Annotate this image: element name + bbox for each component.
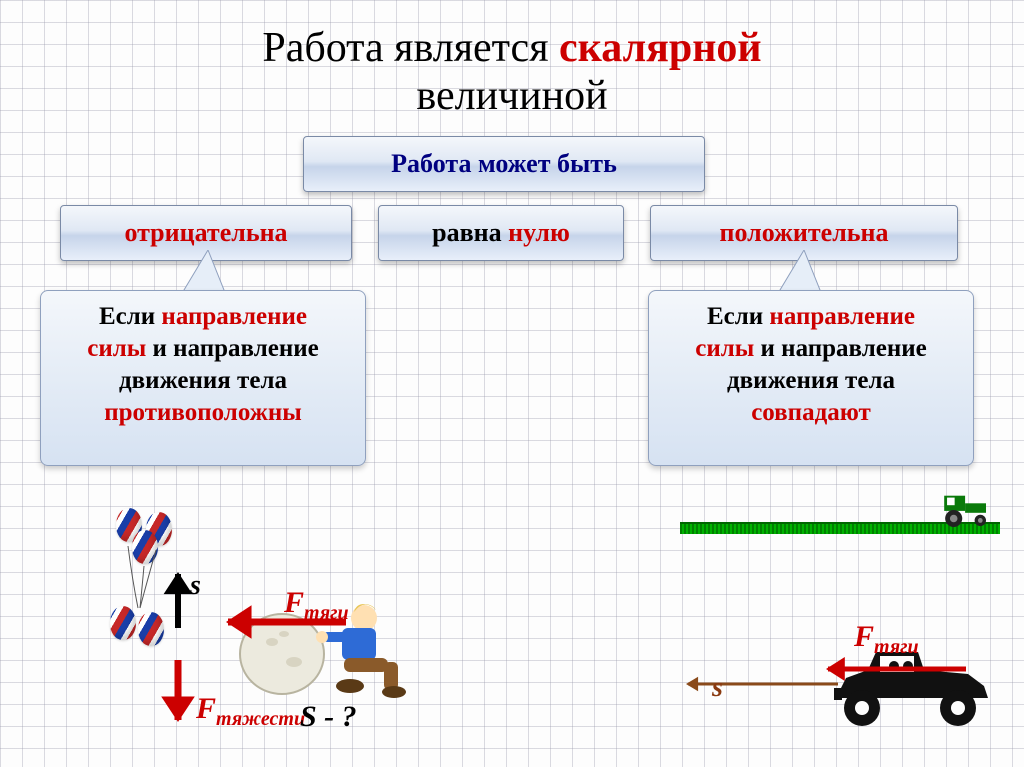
title-accent: скалярной [559,25,762,71]
title-part2: величиной [416,73,607,119]
callout-positive: Если направлениесилы и направлениедвижен… [648,290,974,466]
callout-negative: Если направлениесилы и направлениедвижен… [40,290,366,466]
zero-prefix: равна [432,218,508,247]
negative-label: отрицательна [124,218,287,247]
header-text: Работа может быть [391,149,617,178]
label-s-question: S - ? [300,700,357,734]
tractor-icon [938,490,996,528]
zero-box: равна нулю [378,205,624,261]
label-s-right: s [712,672,723,704]
balloon-strings-icon [108,538,188,658]
slide-title: Работа является скалярной величиной [0,0,1024,121]
label-f-tyazhesti: Fтяжести [196,692,305,731]
label-f-tyagi-right: Fтяги [854,620,919,659]
positive-label: положительна [719,218,888,247]
zero-label: нулю [508,218,570,247]
title-part1: Работа является [262,25,559,71]
balloons-cluster [108,508,228,668]
header-box: Работа может быть [303,136,705,192]
label-f-tyagi-left: Fтяги [284,586,349,625]
label-s-up: s [190,570,201,602]
